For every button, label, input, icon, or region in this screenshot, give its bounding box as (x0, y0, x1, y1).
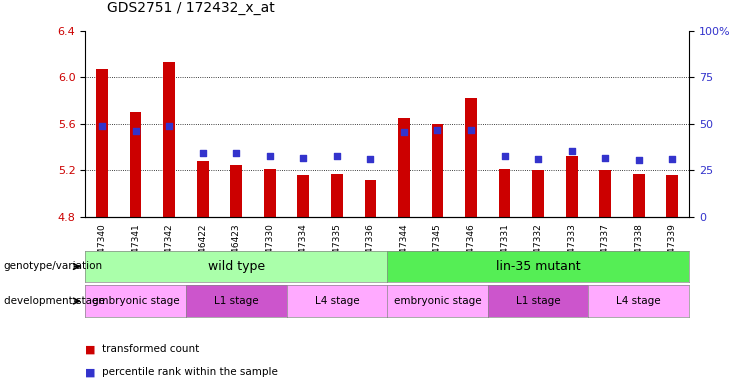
Bar (599, 170, 611, 217)
Bar (499, 169, 511, 217)
Bar (163, 62, 175, 217)
Point (633, 157, 645, 163)
Text: ■: ■ (85, 367, 96, 377)
Text: ■: ■ (85, 344, 96, 354)
Bar (633, 174, 645, 217)
Point (196, 150, 208, 156)
Text: lin-35 mutant: lin-35 mutant (496, 260, 580, 273)
Point (264, 153, 276, 159)
Bar (297, 175, 309, 217)
Text: wild type: wild type (207, 260, 265, 273)
Bar (230, 165, 242, 217)
Point (365, 156, 376, 162)
Bar (465, 98, 477, 217)
Bar (130, 112, 142, 217)
Point (566, 147, 578, 154)
Text: embryonic stage: embryonic stage (92, 296, 179, 306)
Point (465, 127, 477, 133)
Bar (431, 124, 443, 217)
Text: GDS2751 / 172432_x_at: GDS2751 / 172432_x_at (107, 2, 275, 15)
Text: L1 stage: L1 stage (516, 296, 560, 306)
Text: L4 stage: L4 stage (617, 296, 661, 306)
Text: development stage: development stage (4, 296, 104, 306)
Text: L4 stage: L4 stage (314, 296, 359, 306)
Point (532, 156, 544, 162)
Point (230, 150, 242, 156)
Point (130, 128, 142, 134)
Point (331, 153, 343, 159)
Bar (398, 118, 410, 217)
Text: transformed count: transformed count (102, 344, 199, 354)
Bar (666, 175, 678, 217)
Point (431, 127, 443, 133)
Point (666, 156, 678, 162)
Bar (532, 170, 544, 217)
Bar (264, 169, 276, 217)
Point (499, 153, 511, 159)
Text: percentile rank within the sample: percentile rank within the sample (102, 367, 277, 377)
Point (599, 154, 611, 161)
Bar (197, 161, 208, 217)
Bar (331, 174, 343, 217)
Point (398, 129, 410, 135)
Bar (566, 156, 577, 217)
Bar (365, 180, 376, 217)
Point (163, 123, 175, 129)
Point (297, 154, 309, 161)
Bar (96, 69, 108, 217)
Text: L1 stage: L1 stage (214, 296, 259, 306)
Text: genotype/variation: genotype/variation (4, 262, 103, 271)
Point (96, 123, 108, 129)
Text: embryonic stage: embryonic stage (393, 296, 482, 306)
